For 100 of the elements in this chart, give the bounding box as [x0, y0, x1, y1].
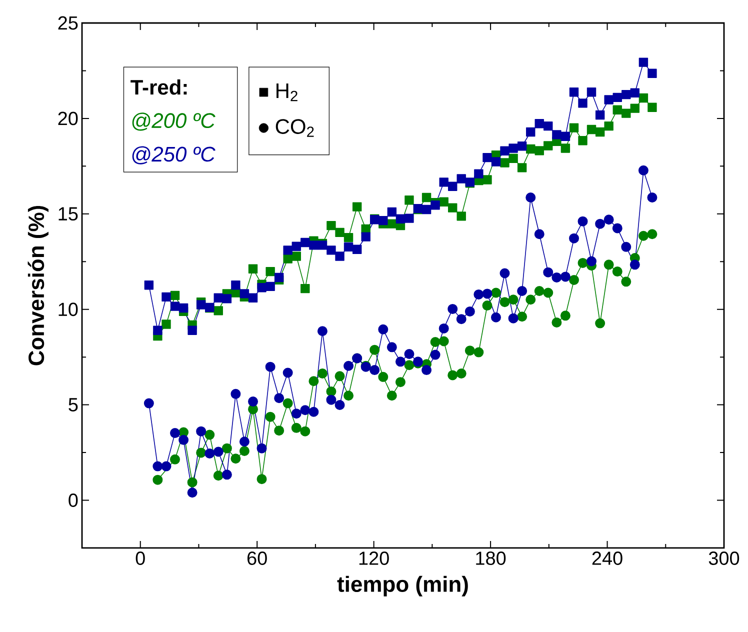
point: [622, 90, 631, 100]
y-tick-label: 0: [68, 494, 78, 507]
point: [517, 312, 528, 322]
point: [387, 207, 397, 217]
point: [204, 430, 215, 440]
point: [196, 426, 206, 436]
point: [387, 219, 397, 228]
point: [266, 282, 275, 292]
point: [222, 470, 232, 480]
point: [282, 398, 293, 408]
point: [526, 192, 536, 202]
point: [308, 406, 319, 417]
point: [569, 88, 579, 97]
point: [326, 386, 336, 396]
point: [170, 454, 180, 464]
point: [422, 365, 432, 376]
point: [500, 158, 510, 168]
point: [152, 461, 163, 472]
point: [370, 344, 380, 355]
point: [170, 290, 180, 300]
point: [395, 356, 406, 367]
point: [248, 293, 258, 302]
point: [378, 324, 388, 334]
point: [595, 318, 606, 328]
point: [326, 220, 336, 230]
point: [222, 443, 232, 454]
point: [578, 216, 588, 226]
annotation: @250 ºC: [132, 146, 216, 164]
point: [196, 448, 206, 458]
point: [300, 426, 310, 436]
point: [552, 130, 562, 140]
point: [274, 426, 284, 436]
point: [526, 144, 536, 154]
point: [248, 396, 258, 407]
point: [448, 182, 458, 192]
point: [439, 197, 448, 206]
point: [396, 214, 406, 224]
point: [222, 294, 232, 304]
point: [482, 300, 492, 311]
point: [404, 349, 414, 360]
point: [335, 228, 344, 238]
point: [560, 132, 570, 141]
y-tick-label: 20: [58, 112, 78, 126]
point: [438, 336, 449, 346]
point: [265, 362, 276, 372]
point: [456, 174, 466, 184]
x-tick-label: 120: [359, 552, 389, 565]
point: [552, 272, 562, 282]
point: [604, 260, 614, 270]
point: [586, 124, 596, 134]
point: [404, 360, 414, 370]
point: [309, 240, 318, 250]
point: [456, 314, 466, 324]
point: [438, 323, 449, 334]
point: [292, 252, 301, 261]
point: [430, 350, 440, 360]
y-tick-label: 10: [58, 302, 78, 316]
point: [638, 230, 648, 241]
point: [291, 422, 302, 433]
point: [404, 196, 414, 205]
point: [240, 289, 250, 298]
point: [560, 272, 570, 282]
point: [526, 127, 536, 137]
x-tick-label: 180: [476, 552, 506, 565]
point: [517, 286, 528, 296]
point: [630, 104, 640, 113]
point: [239, 446, 250, 456]
point: [162, 292, 171, 302]
point: [491, 157, 501, 166]
point: [291, 408, 302, 419]
point: [352, 202, 362, 212]
point: [204, 448, 215, 458]
point: [560, 310, 570, 321]
point: [552, 318, 562, 328]
point: [300, 284, 310, 294]
point: [214, 293, 223, 302]
point: [317, 368, 328, 378]
y-axis-title: Conversión (%): [28, 206, 48, 366]
point: [638, 93, 648, 103]
point: [213, 446, 224, 457]
point: [508, 313, 518, 324]
x-tick-label: 300: [708, 552, 740, 565]
point: [178, 434, 189, 445]
point: [474, 169, 484, 178]
point: [282, 368, 293, 378]
point: [543, 288, 554, 298]
point: [508, 154, 518, 163]
point: [534, 286, 544, 296]
point: [604, 214, 614, 225]
point: [161, 461, 172, 472]
point: [335, 252, 344, 261]
point: [464, 346, 475, 356]
point: [595, 110, 605, 120]
point: [604, 121, 614, 131]
point: [344, 390, 354, 401]
point: [464, 306, 475, 316]
point: [474, 347, 484, 358]
point: [256, 474, 267, 484]
point: [308, 376, 319, 386]
point: [257, 282, 266, 292]
